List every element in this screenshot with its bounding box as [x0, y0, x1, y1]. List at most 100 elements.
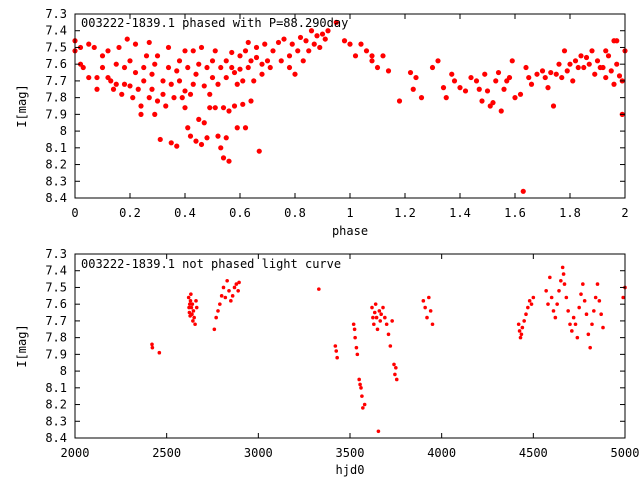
unphased-data-point: [568, 322, 572, 327]
unphased-data-point: [571, 315, 576, 320]
phased-data-point: [135, 86, 141, 92]
unphased-data-point: [393, 372, 397, 377]
phased-data-point: [201, 120, 207, 126]
phased-x-tick-label: 1.8: [559, 206, 581, 220]
unphased-data-point: [562, 282, 567, 286]
unphased-plot-frame: [74, 253, 626, 439]
unphased-data-point: [333, 344, 338, 348]
phased-data-point: [116, 44, 122, 51]
phased-data-point: [99, 64, 106, 71]
phased-data-point: [517, 91, 524, 97]
phased-data-point: [132, 69, 139, 76]
unphased-data-point: [549, 295, 554, 300]
phased-data-point: [281, 36, 287, 42]
unphased-x-axis-label: hjd0: [336, 463, 365, 477]
unphased-data-point: [190, 302, 195, 306]
unphased-data-point: [593, 295, 598, 300]
unphased-data-point: [621, 295, 625, 300]
phased-data-point: [124, 36, 130, 42]
unphased-y-tick-label: 8: [60, 364, 67, 378]
phased-data-point: [300, 58, 306, 64]
phased-data-point: [215, 81, 221, 87]
phased-data-point: [611, 81, 617, 87]
phased-data-point: [91, 44, 97, 51]
phased-y-tick-label: 7.7: [45, 74, 67, 88]
phased-data-point: [190, 48, 196, 54]
phased-data-point: [443, 95, 449, 101]
phased-data-point: [215, 133, 221, 139]
unphased-data-point: [358, 382, 362, 387]
phased-data-point: [94, 74, 100, 81]
phased-data-point: [248, 58, 254, 64]
unphased-data-point: [575, 335, 580, 340]
unphased-data-point: [375, 327, 380, 332]
phased-data-point: [223, 135, 229, 141]
phased-data-point: [526, 74, 532, 81]
phased-data-point: [297, 34, 304, 41]
phased-data-point: [209, 74, 216, 81]
unphased-data-point: [573, 322, 578, 327]
phased-data-point: [553, 71, 559, 77]
phased-data-point: [322, 36, 328, 42]
phased-data-point: [152, 111, 158, 117]
phased-data-point: [168, 81, 174, 87]
unphased-data-point: [553, 315, 558, 320]
unphased-data-point: [189, 305, 194, 310]
unphased-data-point: [383, 315, 387, 320]
phased-x-tick-label: 1.4: [449, 206, 471, 220]
phased-x-axis-label: phase: [332, 224, 368, 238]
unphased-data-point: [551, 309, 556, 313]
phased-data-point: [182, 48, 188, 54]
phased-data-point: [600, 64, 606, 71]
phased-y-tick-label: 8.3: [45, 174, 67, 188]
phased-data-point: [545, 85, 551, 91]
unphased-axis-ticks: 2000 2500 3000 3500 4000 4500 5000 7.3 7.4 7.5 7.6…: [45, 247, 639, 460]
phased-data-point: [603, 74, 609, 81]
phased-data-point: [605, 53, 612, 59]
unphased-data-point: [377, 309, 382, 313]
phased-data-point: [105, 48, 111, 54]
unphased-y-tick-label: 7.3: [45, 247, 67, 261]
phased-data-point: [229, 49, 235, 56]
unphased-data-point: [379, 312, 383, 317]
unphased-data-point: [150, 345, 155, 350]
unphased-data-point: [359, 386, 363, 390]
unphased-data-point: [599, 312, 603, 317]
unphased-data-point: [229, 299, 233, 303]
phased-data-point: [614, 61, 620, 67]
unphased-data-point: [187, 302, 192, 306]
unphased-data-point: [577, 305, 581, 310]
phased-data-point: [259, 61, 265, 67]
phased-data-point: [325, 28, 331, 34]
unphased-data-point: [362, 402, 367, 407]
phased-data-point: [570, 78, 576, 84]
phased-data-point: [583, 54, 590, 61]
unphased-data-point: [194, 299, 198, 303]
unphased-data-point: [219, 294, 224, 298]
unphased-data-point: [566, 309, 570, 313]
phased-data-point: [267, 64, 273, 71]
unphased-data-point: [579, 292, 583, 296]
phased-y-axis-label: I[mag]: [15, 84, 29, 127]
phased-data-point: [575, 64, 581, 71]
unphased-data-point: [370, 305, 374, 310]
phased-data-point: [594, 58, 601, 64]
phased-x-tick-label: 1: [346, 206, 353, 220]
phased-data-point: [86, 41, 92, 47]
phased-data-point: [171, 95, 177, 101]
phased-data-point: [476, 86, 482, 92]
unphased-data-point: [561, 272, 566, 276]
phased-data-point: [333, 19, 339, 25]
phased-data-point: [168, 140, 174, 146]
phased-data-point: [110, 86, 117, 92]
unphased-y-tick-label: 8.1: [45, 381, 67, 395]
phased-x-tick-label: 0.2: [119, 206, 141, 220]
unphased-data-point: [522, 319, 526, 323]
phased-y-tick-label: 7.5: [45, 40, 67, 54]
unphased-data-point: [430, 322, 435, 327]
phased-data-point: [245, 39, 251, 46]
phased-data-point: [262, 41, 268, 47]
phased-data-point: [286, 64, 293, 71]
phased-data-point: [165, 44, 172, 51]
